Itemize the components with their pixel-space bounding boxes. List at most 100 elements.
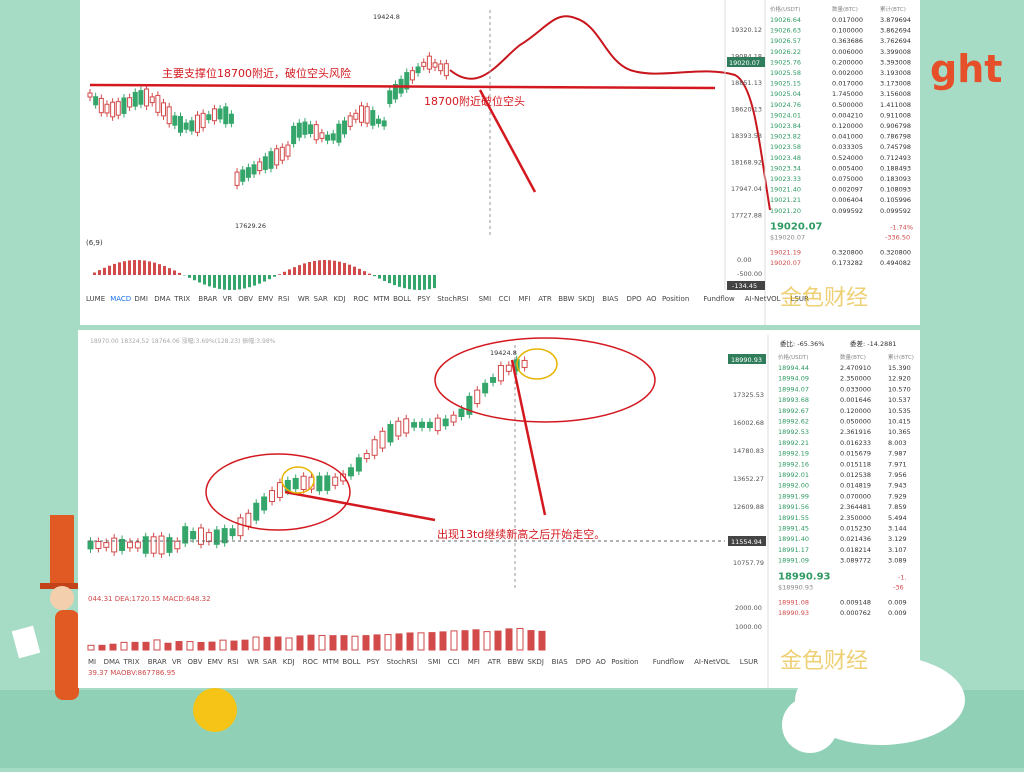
indicator-tab[interactable]: TRIX: [123, 658, 140, 666]
indicator-tab[interactable]: AI-NetVOL: [745, 295, 781, 303]
indicator-tab[interactable]: WR: [298, 295, 310, 303]
macd-bar: [388, 275, 391, 283]
indicator-tab[interactable]: LSUR: [740, 658, 758, 666]
indicator-tab[interactable]: StochRSI: [387, 658, 418, 666]
indicator-tab[interactable]: BIAS: [552, 658, 569, 666]
candle-body: [229, 114, 233, 123]
indicator-tab[interactable]: DMA: [154, 295, 170, 303]
indicator-tab[interactable]: EMV: [258, 295, 273, 303]
macd-bar: [338, 262, 341, 275]
indicator-tab[interactable]: SKDJ: [578, 295, 595, 303]
ask-cell: 10.415: [888, 418, 911, 426]
indicator-tab[interactable]: KDJ: [333, 295, 345, 303]
price-tick: 14780.83: [733, 447, 764, 455]
indicator-tab[interactable]: BOLL: [342, 658, 360, 666]
macd-bar: [328, 260, 331, 275]
indicator-tab[interactable]: SAR: [263, 658, 277, 666]
macd-bar: [103, 268, 106, 275]
indicator-tab[interactable]: BRAR: [198, 295, 217, 303]
indicator-tab[interactable]: MTM: [373, 295, 389, 303]
indicator-tab[interactable]: BOLL: [393, 295, 411, 303]
indicator-tab[interactable]: LUME: [86, 295, 105, 303]
paper: [12, 626, 40, 659]
candle-body: [201, 113, 205, 127]
indicator-tab[interactable]: ROC: [303, 658, 318, 666]
candle-body: [96, 542, 101, 549]
indicator-tab[interactable]: OBV: [238, 295, 253, 303]
indicator-tab[interactable]: StochRSI: [437, 295, 468, 303]
indicator-tab[interactable]: PSY: [367, 658, 381, 666]
volume-bar: [418, 633, 424, 650]
macd-bar: [93, 273, 96, 275]
indicator-tab[interactable]: MI: [88, 658, 96, 666]
price-tick: 18393.53: [731, 132, 762, 140]
indicator-tab[interactable]: BIAS: [602, 295, 619, 303]
indicator-tab[interactable]: RSI: [278, 295, 289, 303]
ask-cell: 0.786798: [880, 133, 911, 141]
volume-bar: [286, 638, 292, 650]
indicator-tab[interactable]: SKDJ: [527, 658, 544, 666]
usd-price: $19020.07: [770, 233, 805, 241]
indicator-tab[interactable]: MFI: [468, 658, 480, 666]
ask-cell: 0.500000: [832, 101, 863, 109]
price-tick: 16002.68: [733, 419, 764, 427]
indicator-tab[interactable]: Fundflow: [653, 658, 685, 666]
ask-cell: 0.015118: [840, 460, 871, 468]
bid-cell: 0.320800: [832, 248, 863, 256]
indicator-tab[interactable]: EMV: [207, 658, 222, 666]
indicator-tab[interactable]: BBW: [508, 658, 524, 666]
candle-body: [433, 63, 437, 67]
indicator-tab[interactable]: MFI: [518, 295, 530, 303]
indicator-tab[interactable]: Position: [662, 295, 689, 303]
background-text: ght: [930, 47, 1002, 91]
indicator-tab[interactable]: AO: [646, 295, 657, 303]
indicator-tab[interactable]: SMI: [428, 658, 441, 666]
indicator-tab[interactable]: Fundflow: [703, 295, 735, 303]
indicator-tab[interactable]: BRAR: [148, 658, 167, 666]
indicator-tab[interactable]: ROC: [353, 295, 368, 303]
indicator-tab[interactable]: KDJ: [283, 658, 295, 666]
indicator-tab[interactable]: DMI: [134, 295, 148, 303]
header-line: 18970.00 18324.52 18764.06 涨幅:3.69%(128.…: [90, 337, 276, 345]
candle-body: [459, 409, 464, 416]
indicator-tab[interactable]: AO: [596, 658, 607, 666]
indicator-tab[interactable]: MACD: [110, 295, 131, 303]
macd-bar: [198, 275, 201, 283]
indicator-tab[interactable]: VR: [223, 295, 233, 303]
macd-bar: [323, 260, 326, 275]
indicator-tab[interactable]: ATR: [538, 295, 552, 303]
ask-cell: 18994.09: [778, 375, 809, 383]
macd-bar: [298, 265, 301, 275]
indicator-tab[interactable]: RSI: [227, 658, 238, 666]
ask-cell: 1.745000: [832, 90, 863, 98]
indicator-tab[interactable]: DPO: [576, 658, 592, 666]
change: -1.74%: [890, 223, 913, 231]
ask-cell: 18992.01: [778, 471, 809, 479]
price-tick: 17325.53: [733, 391, 764, 399]
indicator-tab[interactable]: TRIX: [173, 295, 190, 303]
ask-cell: 8.003: [888, 439, 907, 447]
indicator-tab[interactable]: OBV: [188, 658, 203, 666]
indicator-tab[interactable]: SMI: [479, 295, 492, 303]
indicator-tab[interactable]: SAR: [314, 295, 328, 303]
macd-bar: [193, 275, 196, 280]
ask-cell: 19023.82: [770, 133, 801, 141]
indicator-tab[interactable]: DPO: [627, 295, 643, 303]
indicator-tab[interactable]: Position: [611, 658, 638, 666]
watermark: 金色财经: [780, 286, 868, 311]
indicator-tab[interactable]: DMA: [104, 658, 120, 666]
indicator-tab[interactable]: PSY: [417, 295, 431, 303]
indicator-tab[interactable]: VR: [172, 658, 182, 666]
indicator-tab[interactable]: ATR: [488, 658, 502, 666]
macd-bar: [288, 269, 291, 275]
ask-cell: 18991.56: [778, 503, 809, 511]
indicator-tab[interactable]: WR: [247, 658, 259, 666]
indicator-tab[interactable]: BBW: [558, 295, 574, 303]
candle-body: [410, 71, 414, 80]
indicator-tab[interactable]: CCI: [448, 658, 460, 666]
indicator-tab[interactable]: MTM: [323, 658, 339, 666]
macd-bar: [133, 260, 136, 275]
indicator-tab[interactable]: CCI: [499, 295, 511, 303]
indicator-tab[interactable]: AI-NetVOL: [694, 658, 730, 666]
